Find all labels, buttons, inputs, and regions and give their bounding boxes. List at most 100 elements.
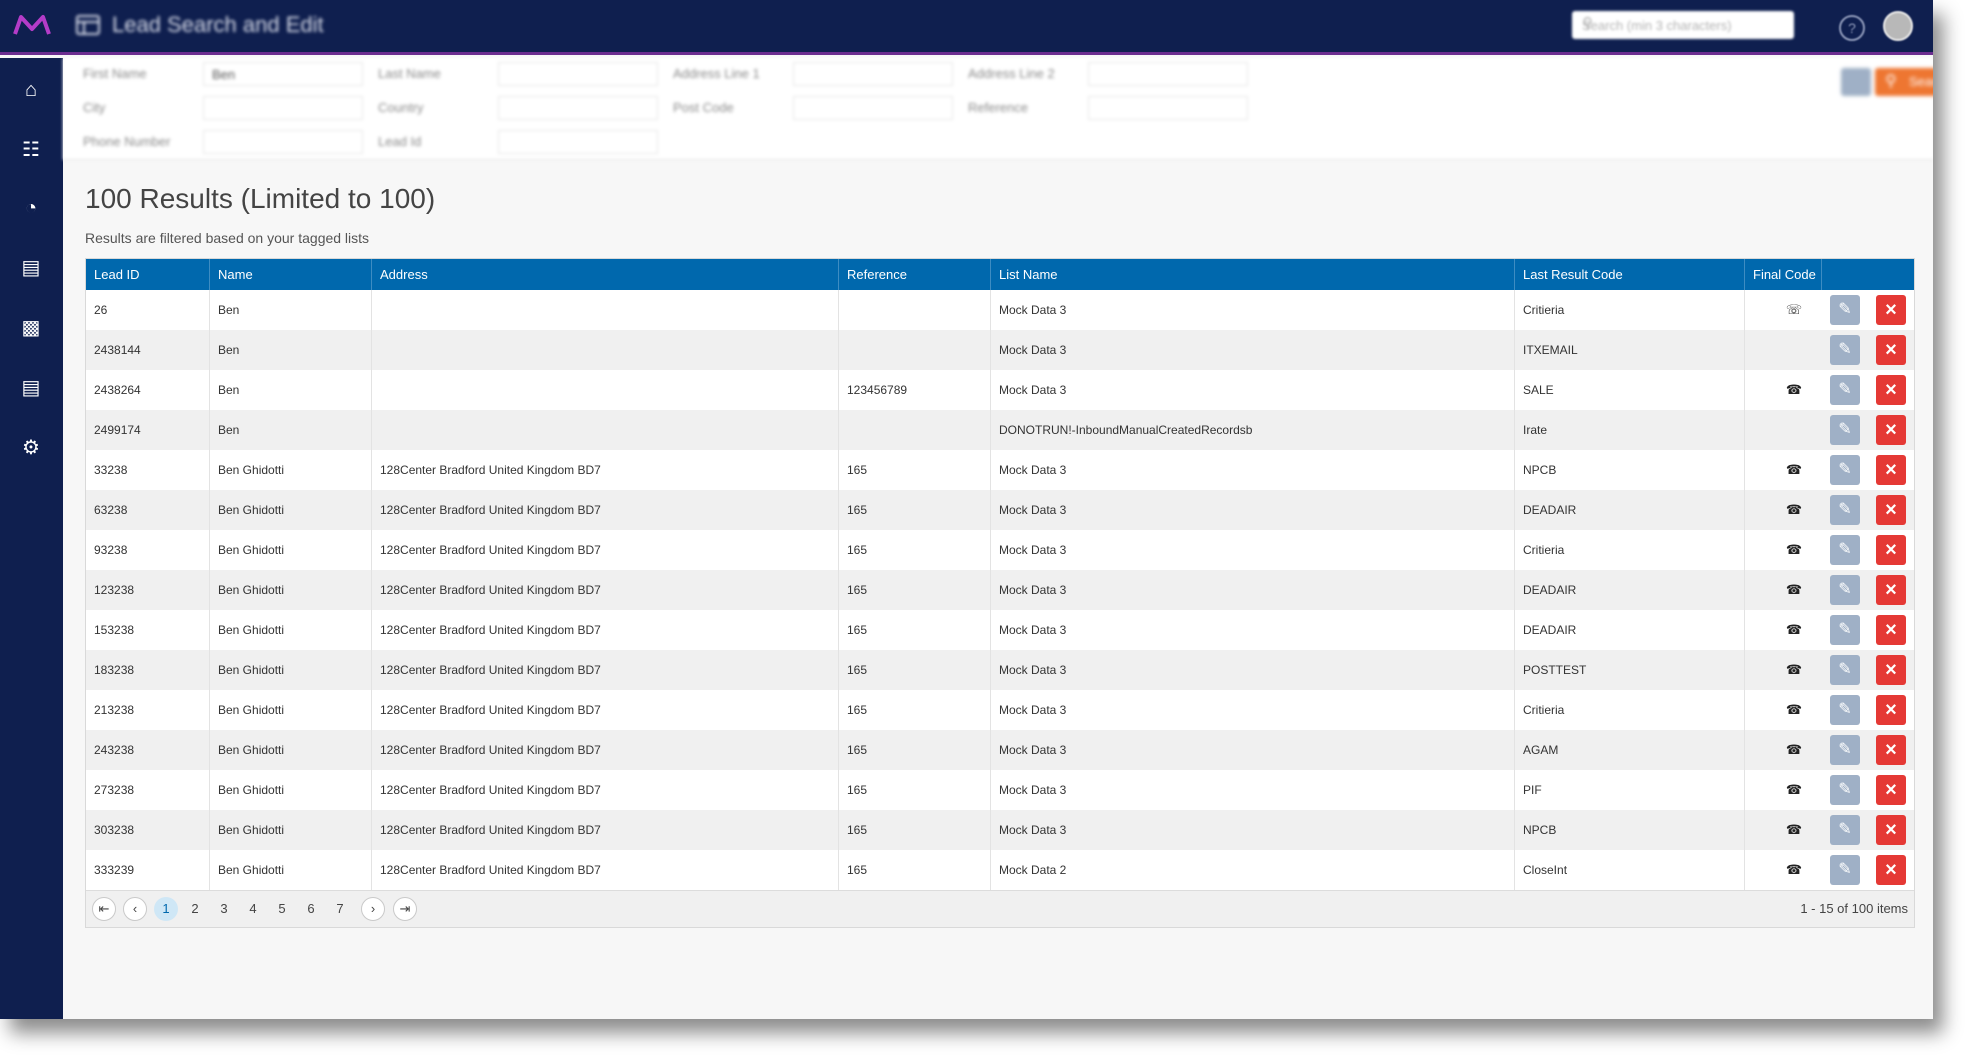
next-page-button[interactable]: ›: [361, 897, 385, 921]
edit-lead-button[interactable]: ✎: [1830, 815, 1860, 845]
name-cell: Ben: [210, 290, 372, 330]
edit-lead-button[interactable]: ✎: [1830, 695, 1860, 725]
address2-field[interactable]: [1088, 62, 1248, 86]
delete-lead-button[interactable]: ×: [1876, 695, 1906, 725]
edit-lead-button[interactable]: ✎: [1830, 375, 1860, 405]
table-row[interactable]: 153238 Ben Ghidotti 128Center Bradford Uni…: [86, 610, 1914, 650]
global-search-input[interactable]: Search (min 3 characters) ⚲: [1572, 11, 1794, 39]
page-2-button[interactable]: 2: [191, 901, 199, 916]
edit-lead-button[interactable]: ✎: [1830, 575, 1860, 605]
last-page-button[interactable]: ⇥: [393, 897, 417, 921]
table-row[interactable]: 243238 Ben Ghidotti 128Center Bradford Uni…: [86, 730, 1914, 770]
edit-lead-button[interactable]: ✎: [1830, 415, 1860, 445]
table-row[interactable]: 273238 Ben Ghidotti 128Center Bradford Uni…: [86, 770, 1914, 810]
delete-lead-button[interactable]: ×: [1876, 335, 1906, 365]
delete-lead-button[interactable]: ×: [1876, 575, 1906, 605]
delete-lead-button[interactable]: ×: [1876, 855, 1906, 885]
pager-info: 1 - 15 of 100 items: [1800, 901, 1908, 916]
leadid-field[interactable]: [498, 130, 658, 154]
edit-lead-button[interactable]: ✎: [1830, 335, 1860, 365]
name-cell: Ben Ghidotti: [210, 810, 372, 850]
table-row[interactable]: 303238 Ben Ghidotti 128Center Bradford Uni…: [86, 810, 1914, 850]
top-bar: Lead Search and Edit Search (min 3 chara…: [0, 0, 1933, 55]
delete-lead-button[interactable]: ×: [1876, 615, 1906, 645]
column-header-reference[interactable]: Reference: [839, 259, 991, 290]
delete-lead-button[interactable]: ×: [1876, 455, 1906, 485]
page-1-button[interactable]: 1: [154, 897, 178, 921]
lock-icon[interactable]: ▩: [21, 317, 41, 339]
edit-lead-button[interactable]: ✎: [1830, 855, 1860, 885]
database-icon[interactable]: ▤: [21, 257, 41, 279]
column-header-name[interactable]: Name: [210, 259, 372, 290]
table-row[interactable]: 123238 Ben Ghidotti 128Center Bradford Uni…: [86, 570, 1914, 610]
home-icon[interactable]: ⌂: [24, 79, 38, 101]
page-7-button[interactable]: 7: [336, 901, 344, 916]
postcode-label: Post Code: [673, 100, 734, 115]
column-header-address[interactable]: Address: [372, 259, 839, 290]
table-row[interactable]: 26 Ben Mock Data 3 Critieria ☏ ✎ ×: [86, 290, 1914, 330]
delete-lead-button[interactable]: ×: [1876, 535, 1906, 565]
delete-lead-button[interactable]: ×: [1876, 375, 1906, 405]
edit-lead-button[interactable]: ✎: [1830, 455, 1860, 485]
page-5-button[interactable]: 5: [278, 901, 286, 916]
search-button[interactable]: ⚲ Search: [1875, 68, 1933, 96]
column-header-final-code[interactable]: Final Code: [1745, 259, 1822, 290]
edit-lead-button[interactable]: ✎: [1830, 615, 1860, 645]
reference-cell: 165: [839, 650, 991, 690]
phone-field[interactable]: [203, 130, 363, 154]
list-name-cell: Mock Data 3: [991, 770, 1515, 810]
page-3-button[interactable]: 3: [220, 901, 228, 916]
name-cell: Ben Ghidotti: [210, 690, 372, 730]
columns-toggle-button[interactable]: [1841, 68, 1871, 96]
delete-lead-button[interactable]: ×: [1876, 295, 1906, 325]
column-header-list-name[interactable]: List Name: [991, 259, 1515, 290]
table-row[interactable]: 2438144 Ben Mock Data 3 ITXEMAIL ✎ ×: [86, 330, 1914, 370]
delete-lead-button[interactable]: ×: [1876, 495, 1906, 525]
delete-lead-button[interactable]: ×: [1876, 775, 1906, 805]
country-field[interactable]: [498, 96, 658, 120]
city-field[interactable]: [203, 96, 363, 120]
edit-lead-button[interactable]: ✎: [1830, 495, 1860, 525]
table-row[interactable]: 33238 Ben Ghidotti 128Center Bradford Unit…: [86, 450, 1914, 490]
first-page-button[interactable]: ⇤: [92, 897, 116, 921]
results-title: 100 Results (Limited to 100): [85, 183, 436, 214]
delete-lead-button[interactable]: ×: [1876, 655, 1906, 685]
final-code-phone-icon: ☎: [1785, 462, 1803, 477]
edit-lead-button[interactable]: ✎: [1830, 775, 1860, 805]
delete-lead-button[interactable]: ×: [1876, 735, 1906, 765]
edit-lead-button[interactable]: ✎: [1830, 735, 1860, 765]
reference-field[interactable]: [1088, 96, 1248, 120]
edit-lead-button[interactable]: ✎: [1830, 295, 1860, 325]
page-4-button[interactable]: 4: [249, 901, 257, 916]
table-row[interactable]: 2438264 Ben 123456789 Mock Data 3 SALE ☎ ✎ ×: [86, 370, 1914, 410]
name-cell: Ben: [210, 410, 372, 450]
lead-id-cell: 243238: [86, 730, 210, 770]
settings-icon[interactable]: ⚙: [22, 437, 40, 459]
table-row[interactable]: 183238 Ben Ghidotti 128Center Bradford Uni…: [86, 650, 1914, 690]
address1-field[interactable]: [793, 62, 953, 86]
list-name-cell: Mock Data 3: [991, 490, 1515, 530]
list-icon[interactable]: ☷: [22, 139, 40, 161]
edit-lead-button[interactable]: ✎: [1830, 535, 1860, 565]
table-row[interactable]: 333239 Ben Ghidotti 128Center Bradford Uni…: [86, 850, 1914, 890]
table-row[interactable]: 63238 Ben Ghidotti 128Center Bradford Unit…: [86, 490, 1914, 530]
document-icon[interactable]: ▤: [21, 377, 41, 399]
edit-lead-button[interactable]: ✎: [1830, 655, 1860, 685]
page-6-button[interactable]: 6: [307, 901, 315, 916]
help-icon[interactable]: ?: [1839, 15, 1865, 41]
first-name-field[interactable]: Ben: [203, 62, 363, 86]
previous-page-button[interactable]: ‹: [123, 897, 147, 921]
column-header-lead-id[interactable]: Lead ID: [86, 259, 210, 290]
column-header-last-result-code[interactable]: Last Result Code: [1515, 259, 1745, 290]
table-icon: [76, 15, 100, 35]
table-row[interactable]: 2499174 Ben DONOTRUN!-InboundManualCreated…: [86, 410, 1914, 450]
delete-lead-button[interactable]: ×: [1876, 415, 1906, 445]
postcode-field[interactable]: [793, 96, 953, 120]
table-row[interactable]: 213238 Ben Ghidotti 128Center Bradford Uni…: [86, 690, 1914, 730]
avatar[interactable]: [1883, 11, 1913, 41]
last-name-field[interactable]: [498, 62, 658, 86]
delete-lead-button[interactable]: ×: [1876, 815, 1906, 845]
dashboard-icon[interactable]: ◔: [24, 197, 38, 219]
table-row[interactable]: 93238 Ben Ghidotti 128Center Bradford Unit…: [86, 530, 1914, 570]
pager: ⇤ ‹ 1 2 3 4 5 6 7 › ⇥ 1 - 15 of 100 item…: [86, 890, 1914, 927]
